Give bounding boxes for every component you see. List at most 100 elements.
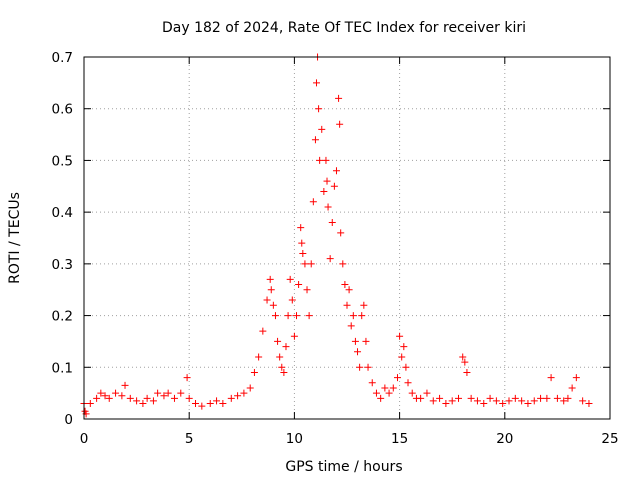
- data-point: [459, 353, 467, 361]
- data-point: [423, 389, 431, 397]
- data-point: [93, 394, 101, 402]
- data-point: [585, 399, 593, 407]
- data-point: [105, 394, 113, 402]
- data-point: [282, 343, 290, 351]
- data-point: [328, 218, 336, 226]
- data-point: [385, 389, 393, 397]
- data-point: [463, 368, 471, 376]
- data-point: [112, 389, 120, 397]
- x-tick-label: 5: [185, 431, 194, 447]
- data-point: [339, 260, 347, 268]
- x-axis-label: GPS time / hours: [285, 459, 402, 475]
- data-point: [315, 105, 323, 113]
- chart-title: Day 182 of 2024, Rate Of TEC Index for r…: [162, 20, 526, 36]
- data-point: [293, 312, 301, 320]
- data-point: [271, 312, 279, 320]
- data-point: [336, 120, 344, 128]
- data-point: [307, 260, 315, 268]
- data-point: [400, 343, 408, 351]
- data-point: [274, 337, 282, 345]
- data-point: [349, 312, 357, 320]
- data-point: [311, 136, 319, 144]
- data-point: [267, 286, 275, 294]
- data-point: [398, 353, 406, 361]
- data-point: [326, 255, 334, 263]
- data-point: [564, 394, 572, 402]
- data-point: [429, 397, 437, 405]
- data-point: [524, 399, 532, 407]
- data-point: [318, 125, 326, 133]
- data-point: [417, 394, 425, 402]
- data-point: [330, 182, 338, 190]
- data-point: [177, 389, 185, 397]
- data-point: [86, 399, 94, 407]
- data-point: [480, 399, 488, 407]
- data-point: [337, 229, 345, 237]
- data-point: [396, 332, 404, 340]
- data-point: [572, 374, 580, 382]
- data-point: [101, 392, 109, 400]
- grid-lines: [84, 57, 610, 419]
- data-point: [402, 363, 410, 371]
- x-tick-label: 25: [601, 431, 618, 447]
- data-point: [499, 399, 507, 407]
- data-point: [133, 397, 141, 405]
- data-point: [511, 394, 519, 402]
- data-point: [368, 379, 376, 387]
- data-point: [301, 260, 309, 268]
- data-point: [322, 156, 330, 164]
- data-point: [269, 301, 277, 309]
- data-point: [354, 348, 362, 356]
- data-point: [372, 389, 380, 397]
- data-point: [240, 389, 248, 397]
- y-tick-label: 0.5: [52, 153, 73, 169]
- data-point: [547, 374, 555, 382]
- data-point: [299, 250, 307, 258]
- data-point: [192, 399, 200, 407]
- data-point: [324, 203, 332, 211]
- data-point: [160, 392, 168, 400]
- data-point: [362, 337, 370, 345]
- data-point: [505, 397, 513, 405]
- data-point: [126, 394, 134, 402]
- data-point: [164, 389, 172, 397]
- x-tick-label: 10: [286, 431, 303, 447]
- data-point: [343, 301, 351, 309]
- data-point: [408, 389, 416, 397]
- data-point: [297, 224, 305, 232]
- data-point: [280, 368, 288, 376]
- data-point: [219, 399, 227, 407]
- data-point: [290, 332, 298, 340]
- data-point: [473, 397, 481, 405]
- data-point: [234, 392, 242, 400]
- data-point: [276, 353, 284, 361]
- data-point: [295, 281, 303, 289]
- data-point: [467, 394, 475, 402]
- data-point: [393, 374, 401, 382]
- data-point: [436, 394, 444, 402]
- data-point: [448, 397, 456, 405]
- data-point: [305, 312, 313, 320]
- data-point: [356, 363, 364, 371]
- data-point: [118, 392, 126, 400]
- x-tick-label: 20: [496, 431, 513, 447]
- data-point: [183, 374, 191, 382]
- data-point: [255, 353, 263, 361]
- data-point: [198, 402, 206, 410]
- data-point: [332, 167, 340, 175]
- data-point: [404, 379, 412, 387]
- data-point: [486, 394, 494, 402]
- data-point: [335, 94, 343, 102]
- data-point: [139, 399, 147, 407]
- data-point: [263, 296, 271, 304]
- data-point: [442, 399, 450, 407]
- data-point: [286, 275, 294, 283]
- data-point: [316, 156, 324, 164]
- data-point: [364, 363, 372, 371]
- data-point: [320, 187, 328, 195]
- data-point: [278, 363, 286, 371]
- y-tick-label: 0.6: [52, 102, 73, 118]
- data-points: [80, 53, 593, 418]
- data-point: [246, 384, 254, 392]
